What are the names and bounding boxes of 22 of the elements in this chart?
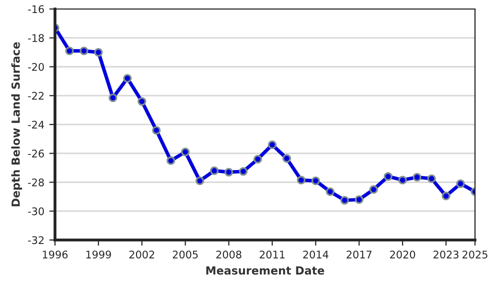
y-tick-label: -22 <box>28 92 44 100</box>
y-tick-label: -28 <box>28 178 44 186</box>
y-tick-label: -20 <box>28 62 44 71</box>
x-tick-label: 2002 <box>129 250 154 258</box>
y-tick-label: -18 <box>28 34 44 42</box>
x-tick-label: 2008 <box>216 250 242 258</box>
y-tick-label: -32 <box>28 236 44 244</box>
x-tick-label: 2005 <box>172 250 198 258</box>
x-tick-label: 2023 <box>434 250 458 258</box>
x-tick-label: 2020 <box>390 250 416 258</box>
y-tick-label: -26 <box>28 150 44 158</box>
x-tick-label: 2011 <box>260 250 285 258</box>
y-tick-label: -30 <box>28 207 44 216</box>
x-tick-label: 2025 <box>462 250 488 258</box>
x-tick-label: 2014 <box>303 250 328 258</box>
x-tick-label: 1999 <box>86 250 111 258</box>
x-tick-label: 2017 <box>346 250 372 258</box>
x-tick-label: 1996 <box>42 250 68 258</box>
y-axis-title: Depth Below Land Surface <box>11 42 22 206</box>
x-axis-title: Measurement Date <box>206 266 324 275</box>
y-tick-label: -16 <box>28 5 44 14</box>
y-tick-label: -24 <box>28 120 44 128</box>
